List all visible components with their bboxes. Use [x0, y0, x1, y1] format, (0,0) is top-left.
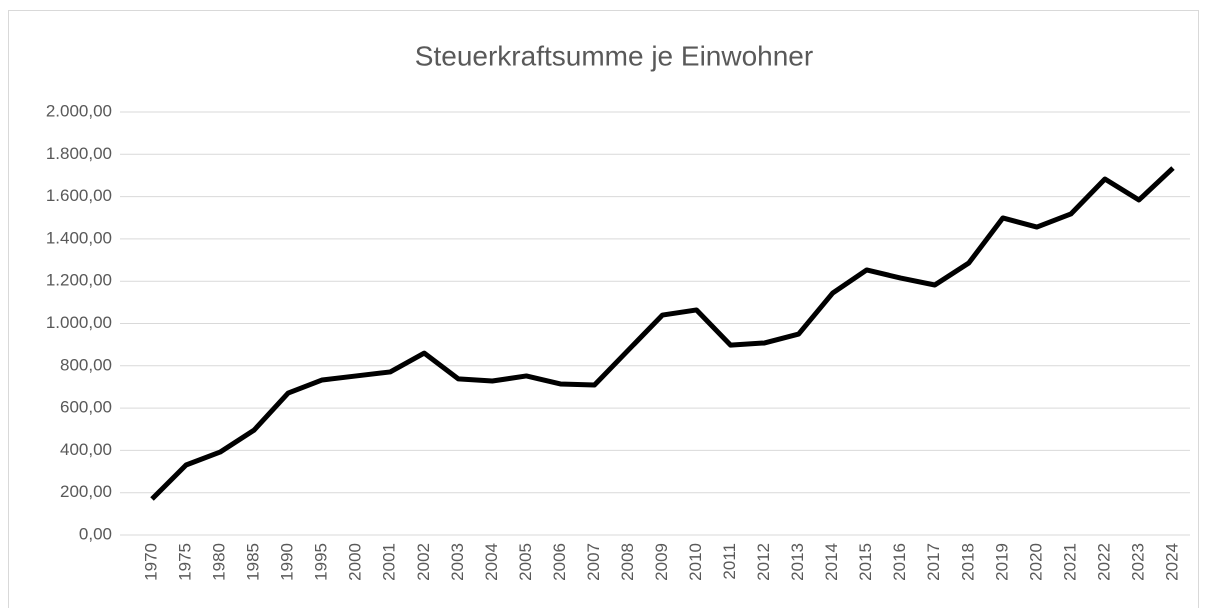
x-tick-label: 2016: [890, 543, 909, 581]
x-tick-label: 2024: [1162, 543, 1181, 581]
y-tick-label: 1.400,00: [46, 228, 112, 247]
x-tick-label: 2005: [516, 543, 535, 581]
x-tick-label: 2001: [380, 543, 399, 581]
x-tick-label: 2019: [992, 543, 1011, 581]
y-tick-label: 1.800,00: [46, 144, 112, 163]
x-tick-label: 2014: [822, 543, 841, 581]
x-tick-label: 2010: [686, 543, 705, 581]
chart-title: Steuerkraftsumme je Einwohner: [415, 40, 813, 71]
x-tick-label: 2017: [924, 543, 943, 581]
x-tick-label: 2012: [754, 543, 773, 581]
x-tick-label: 1980: [210, 543, 229, 581]
y-tick-label: 400,00: [60, 440, 112, 459]
x-tick-label: 2023: [1128, 543, 1147, 581]
x-tick-label: 1990: [278, 543, 297, 581]
x-tick-label: 2020: [1026, 543, 1045, 581]
x-tick-label: 2002: [414, 543, 433, 581]
x-tick-label: 2018: [958, 543, 977, 581]
chart-frame: [8, 10, 1199, 608]
y-tick-label: 1.000,00: [46, 313, 112, 332]
y-tick-label: 2.000,00: [46, 101, 112, 120]
x-tick-label: 2004: [482, 543, 501, 581]
x-tick-label: 2021: [1060, 543, 1079, 581]
x-tick-label: 2013: [788, 543, 807, 581]
y-tick-label: 600,00: [60, 398, 112, 417]
x-tick-label: 2011: [720, 543, 739, 580]
y-tick-label: 800,00: [60, 355, 112, 374]
x-tick-label: 2007: [584, 543, 603, 581]
x-tick-label: 2003: [448, 543, 467, 581]
x-tick-label: 1995: [312, 543, 331, 581]
y-tick-label: 0,00: [79, 524, 112, 543]
y-tick-label: 200,00: [60, 482, 112, 501]
x-tick-label: 1985: [244, 543, 263, 581]
x-tick-label: 2009: [652, 543, 671, 581]
x-tick-label: 1970: [142, 543, 161, 581]
y-tick-label: 1.200,00: [46, 271, 112, 290]
x-tick-label: 2008: [618, 543, 637, 581]
x-tick-label: 2006: [550, 543, 569, 581]
x-tick-label: 2015: [856, 543, 875, 581]
x-tick-label: 2000: [346, 543, 365, 581]
x-tick-label: 1975: [176, 543, 195, 581]
y-tick-label: 1.600,00: [46, 186, 112, 205]
data-line: [150, 166, 1175, 501]
x-tick-label: 2022: [1094, 543, 1113, 581]
